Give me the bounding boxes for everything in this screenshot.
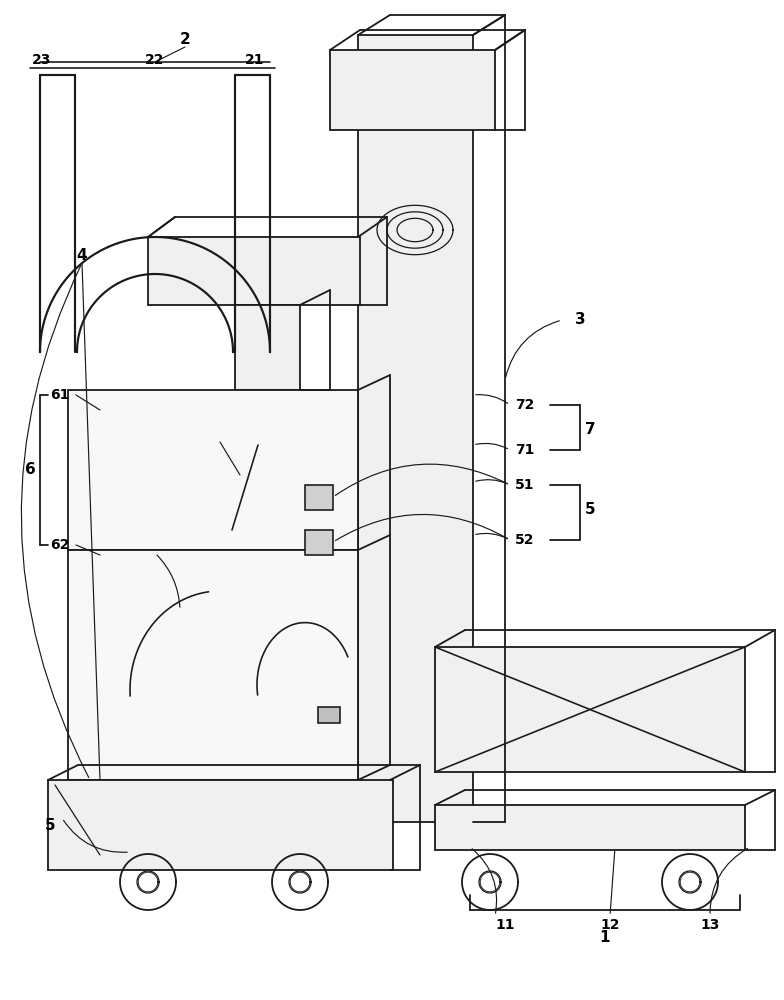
Bar bbox=[305, 485, 333, 510]
Bar bbox=[148, 237, 360, 305]
Text: 61: 61 bbox=[50, 388, 70, 402]
Text: 11: 11 bbox=[495, 918, 515, 932]
Bar bbox=[235, 305, 300, 390]
Text: 5: 5 bbox=[585, 502, 595, 518]
Text: 1: 1 bbox=[600, 930, 610, 946]
Text: 4: 4 bbox=[77, 247, 87, 262]
Bar bbox=[435, 647, 745, 772]
Text: 52: 52 bbox=[515, 533, 535, 547]
Text: 7: 7 bbox=[585, 422, 595, 438]
Text: 72: 72 bbox=[515, 398, 535, 412]
Text: 71: 71 bbox=[515, 443, 535, 457]
Text: 12: 12 bbox=[601, 918, 619, 932]
Text: 2: 2 bbox=[180, 32, 191, 47]
Text: 51: 51 bbox=[515, 478, 535, 492]
Bar bbox=[358, 35, 473, 822]
Text: 6: 6 bbox=[24, 462, 35, 478]
Text: 22: 22 bbox=[145, 53, 165, 67]
Bar bbox=[435, 805, 745, 850]
Bar bbox=[330, 50, 495, 130]
Bar bbox=[318, 707, 340, 723]
Bar bbox=[305, 530, 333, 555]
Text: 21: 21 bbox=[245, 53, 265, 67]
Text: 5: 5 bbox=[45, 818, 56, 832]
Text: 62: 62 bbox=[50, 538, 70, 552]
Text: 23: 23 bbox=[32, 53, 52, 67]
Text: 3: 3 bbox=[575, 312, 586, 328]
Text: 13: 13 bbox=[700, 918, 720, 932]
Bar bbox=[48, 780, 393, 870]
Bar bbox=[68, 550, 358, 780]
Bar bbox=[68, 390, 358, 550]
Bar bbox=[255, 390, 285, 445]
